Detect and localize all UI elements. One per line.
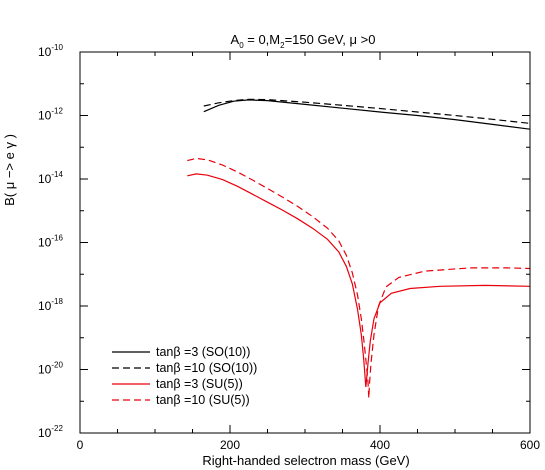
y-tick-label: 10-20 bbox=[38, 361, 63, 377]
x-tick-label: 200 bbox=[220, 438, 240, 452]
y-tick-label: 10-12 bbox=[38, 107, 63, 123]
series-line-3 bbox=[187, 173, 531, 388]
series-line-2 bbox=[203, 98, 531, 124]
y-tick-label: 10-18 bbox=[38, 297, 63, 313]
y-tick-label: 10-22 bbox=[38, 424, 63, 440]
y-axis-label: B( μ −> e γ ) bbox=[2, 134, 17, 206]
series-line-4 bbox=[187, 157, 531, 399]
legend: tanβ =3 (SO(10)) tanβ =10 (SO(10)) tanβ =3… bbox=[112, 345, 257, 407]
y-tick-label: 10-10 bbox=[38, 43, 63, 59]
y-tick-label: 10-14 bbox=[38, 170, 63, 186]
y-tick-label: 10-16 bbox=[38, 234, 63, 250]
legend-label-2: tanβ =10 (SO(10)) bbox=[156, 361, 257, 375]
series-line-1 bbox=[203, 99, 531, 130]
legend-label-1: tanβ =3 (SO(10)) bbox=[156, 345, 250, 359]
legend-label-4: tanβ =10 (SU(5)) bbox=[156, 393, 250, 407]
legend-label-3: tanβ =3 (SU(5)) bbox=[156, 377, 243, 391]
x-tick-label: 400 bbox=[370, 438, 390, 452]
x-tick-label: 0 bbox=[77, 438, 84, 452]
ticks-layer: 0 200 400 600 10-10 10-12 10-14 10-16 10-18 10-20… bbox=[38, 43, 540, 452]
chart-title: A0 = 0,M2=150 GeV, μ >0 bbox=[231, 32, 376, 50]
x-tick-label: 600 bbox=[520, 438, 540, 452]
series-layer bbox=[187, 98, 531, 399]
x-axis-label: Right-handed selectron mass (GeV) bbox=[202, 453, 409, 468]
